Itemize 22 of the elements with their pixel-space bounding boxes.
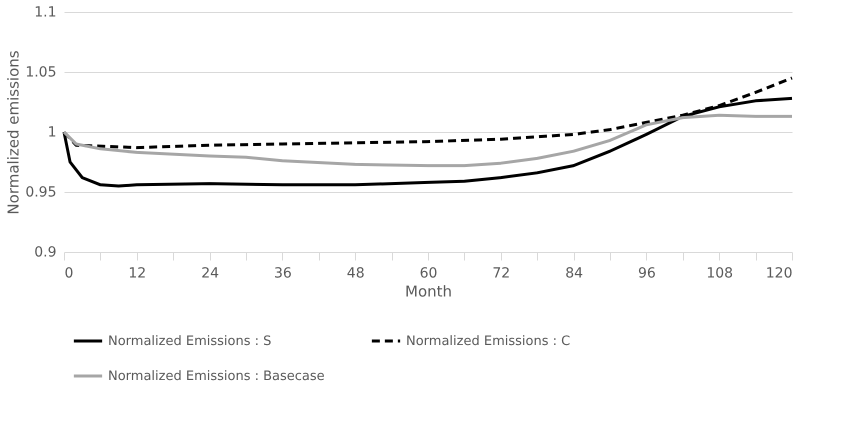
line-series: [62, 114, 794, 168]
x-tick-label: 12: [128, 266, 146, 282]
x-tick-label: 0: [64, 266, 74, 282]
y-tick-label: 1.1: [34, 4, 56, 20]
x-tick-label: 120: [766, 266, 792, 282]
x-tick-label: 96: [638, 266, 656, 282]
x-axis-title: Month: [404, 282, 452, 300]
legend-label: Normalized Emissions : Basecase: [108, 369, 325, 384]
y-tick-label: 1: [48, 124, 56, 140]
y-tick-label: 0.9: [34, 244, 56, 260]
y-tick-label: 0.95: [25, 184, 56, 200]
x-tick-label: 108: [706, 266, 734, 282]
legend-label: Normalized Emissions : C: [406, 334, 570, 349]
legend-label: Normalized Emissions : S: [108, 334, 272, 349]
x-tick-label: 72: [492, 266, 510, 282]
x-tick-label: 24: [201, 266, 220, 282]
y-tick-label: 1.05: [25, 64, 56, 80]
x-tick-label: 36: [274, 266, 292, 282]
x-tick-label: 60: [420, 266, 438, 282]
x-tick-label: 48: [346, 266, 365, 282]
y-axis-title: Normalized emissions: [4, 50, 22, 215]
x-tick-label: 84: [565, 266, 584, 282]
